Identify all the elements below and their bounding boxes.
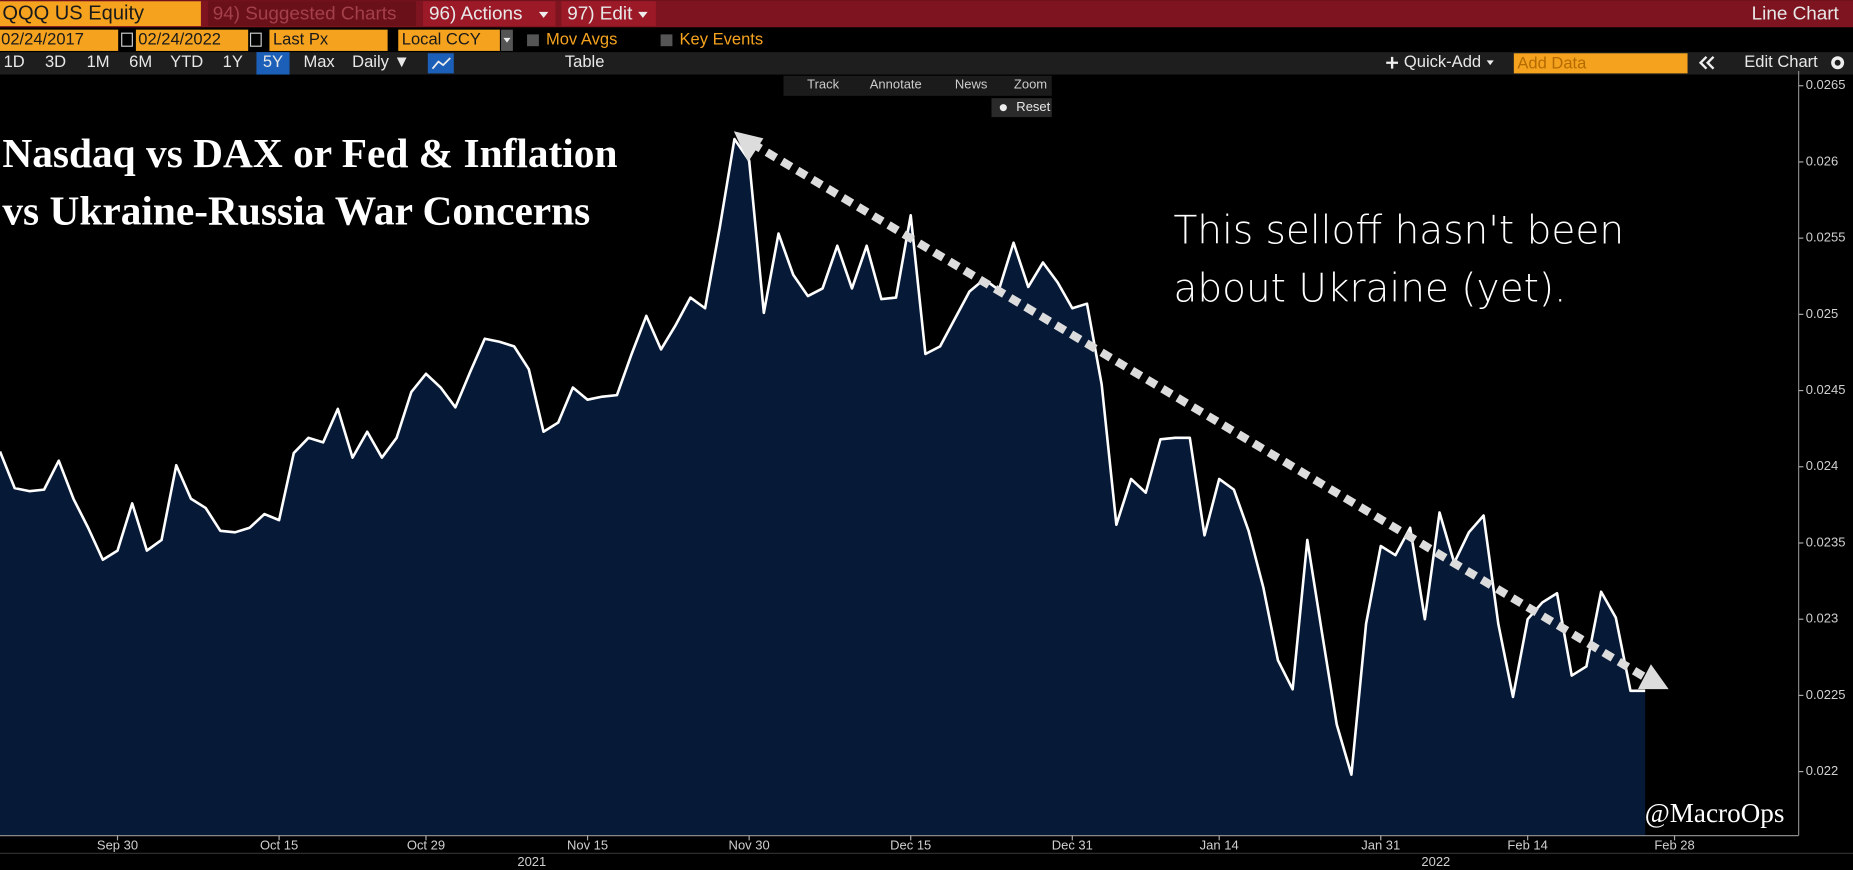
y-tick-label: 0.025 xyxy=(1806,306,1839,321)
x-tick-label: Oct 15 xyxy=(260,838,298,853)
start-date: 02/24/2017 xyxy=(1,30,84,49)
x-tick-label: Sep 30 xyxy=(97,838,138,853)
annotation: This selloff hasn't been xyxy=(1173,208,1624,253)
menu: 94) Suggested Charts xyxy=(213,3,397,24)
x-tick-label: Dec 15 xyxy=(890,838,931,853)
calendar-icon[interactable] xyxy=(249,32,262,47)
view-name: Line Chart xyxy=(1752,3,1840,24)
y-tick-label: 0.026 xyxy=(1806,153,1839,168)
period[interactable]: Max xyxy=(303,52,335,71)
security-box[interactable] xyxy=(0,1,201,27)
calendar-icon[interactable] xyxy=(121,32,133,47)
period[interactable]: 6M xyxy=(129,52,152,71)
chart-title: Nasdaq vs DAX or Fed & Inflation xyxy=(2,130,617,176)
reset-box[interactable] xyxy=(991,98,1052,118)
tool[interactable]: News xyxy=(955,77,988,92)
y-tick-label: 0.0255 xyxy=(1806,230,1846,245)
y-tick-label: 0.023 xyxy=(1806,611,1839,626)
x-tick-label: Nov 30 xyxy=(729,838,770,853)
reset-icon xyxy=(999,104,1007,112)
reset: Reset xyxy=(1016,99,1050,114)
end-date: 02/24/2022 xyxy=(138,30,221,49)
caret xyxy=(638,11,648,18)
x-tick-label: Oct 29 xyxy=(407,838,445,853)
y-tick-label: 0.0225 xyxy=(1806,687,1846,702)
annotation: about Ukraine (yet). xyxy=(1173,266,1566,311)
area-fill xyxy=(0,139,1646,836)
y-tick-label: 0.022 xyxy=(1806,763,1839,778)
tool[interactable]: Zoom xyxy=(1014,77,1047,92)
x-tick-label: Jan 14 xyxy=(1200,838,1239,853)
y-tick-label: 0.0245 xyxy=(1806,382,1846,397)
arrow-head xyxy=(1637,664,1669,690)
field: Last Px xyxy=(273,30,329,49)
security: QQQ US Equity xyxy=(2,3,144,25)
x-tick-label: Nov 15 xyxy=(567,838,608,853)
period[interactable]: 1Y xyxy=(223,52,243,71)
period-bar xyxy=(0,52,1853,75)
table-button[interactable]: Table xyxy=(565,52,605,71)
date-box[interactable] xyxy=(135,29,249,51)
menu: 96) Actions xyxy=(429,3,522,24)
chart-title: vs Ukraine-Russia War Concerns xyxy=(2,188,590,234)
period-group: 1D 3D 1M 6M YTD 1Y 5Y Max xyxy=(4,52,336,71)
caret xyxy=(538,11,549,18)
add-data: Add Data xyxy=(1517,53,1587,72)
y-tick-label: 0.0235 xyxy=(1806,534,1846,549)
option: Key Events xyxy=(680,30,764,49)
checkbox[interactable] xyxy=(660,34,673,47)
watermark: @MacroOps xyxy=(1645,798,1785,828)
menu-box[interactable] xyxy=(207,1,416,27)
caret xyxy=(503,37,511,43)
tool[interactable]: Track xyxy=(807,77,839,92)
checkbox[interactable] xyxy=(527,34,539,47)
trend-arrow xyxy=(749,139,1648,681)
x-tick-label: Feb 28 xyxy=(1654,838,1694,853)
tool-strip xyxy=(783,75,1052,96)
y-tick-label: 0.024 xyxy=(1806,458,1839,473)
field-box[interactable] xyxy=(269,29,388,51)
price-line xyxy=(0,137,1646,776)
plot: 0.022 0.0225 0.023 0.0235 0.024 0.0245 0.025 0.… xyxy=(0,71,1853,854)
period[interactable]: YTD xyxy=(170,52,203,71)
line-icon-glyph xyxy=(431,57,451,70)
period[interactable]: 5Y xyxy=(263,52,283,71)
menu-box[interactable] xyxy=(423,1,556,27)
period[interactable]: 1M xyxy=(87,52,110,71)
x-tick-label: Dec 31 xyxy=(1052,838,1093,853)
period-selected xyxy=(256,52,290,75)
frequency[interactable]: Daily ▼ xyxy=(352,52,410,71)
currency: Local CCY xyxy=(402,30,481,49)
quick-add[interactable]: Quick-Add xyxy=(1404,52,1481,71)
tool[interactable]: Annotate xyxy=(870,77,922,92)
period[interactable]: 1D xyxy=(4,52,25,71)
date-box[interactable] xyxy=(0,29,119,51)
x-tick-label: Feb 14 xyxy=(1507,838,1547,853)
menu: 97) Edit xyxy=(567,3,633,24)
year-label: 2021 xyxy=(517,854,546,869)
currency-box[interactable] xyxy=(398,29,500,51)
x-tick-label: Jan 31 xyxy=(1361,838,1400,853)
settings-icon[interactable] xyxy=(1831,56,1845,70)
collapse-icon[interactable] xyxy=(1698,56,1715,70)
period[interactable]: 3D xyxy=(45,52,66,71)
plus-icon xyxy=(1386,56,1399,69)
year-label: 2022 xyxy=(1421,854,1450,869)
tool-group: Track Annotate News Zoom xyxy=(807,77,1047,92)
edit-chart[interactable]: Edit Chart xyxy=(1744,52,1818,71)
option: Mov Avgs xyxy=(546,30,617,49)
arrow-head xyxy=(733,131,764,163)
add-data-box[interactable] xyxy=(1513,53,1688,74)
y-tick-label: 0.0265 xyxy=(1806,77,1846,92)
caret xyxy=(1486,60,1494,66)
